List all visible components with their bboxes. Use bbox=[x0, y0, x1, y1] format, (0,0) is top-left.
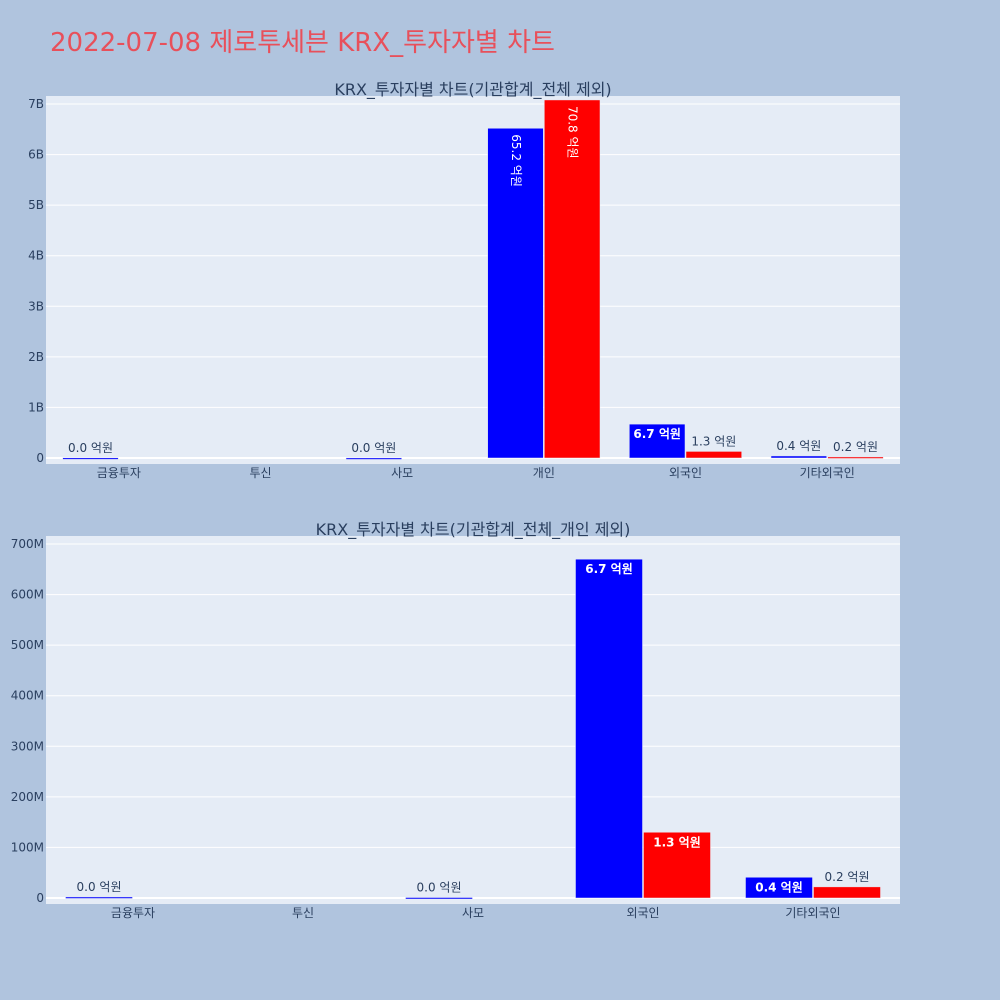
bar bbox=[770, 455, 827, 459]
bar bbox=[405, 897, 473, 900]
data-label: 0.2 억원 bbox=[833, 440, 878, 454]
data-label: 1.3 억원 bbox=[653, 835, 701, 849]
x-tick-label: 사모 bbox=[391, 466, 413, 480]
plot-background bbox=[46, 536, 900, 904]
y-tick-label: 400M bbox=[11, 689, 44, 703]
data-label: 0.4 억원 bbox=[755, 880, 803, 894]
y-tick-label: 700M bbox=[11, 537, 44, 551]
data-label: 65.2 억원 bbox=[509, 134, 523, 187]
x-tick-label: 외국인 bbox=[626, 906, 659, 920]
chart-title: KRX_투자자별 차트(기관합계_전체_개인 제외) bbox=[316, 520, 631, 540]
bar bbox=[643, 832, 711, 899]
bar bbox=[65, 896, 133, 899]
y-tick-label: 300M bbox=[11, 739, 44, 753]
y-tick-label: 4B bbox=[28, 249, 44, 263]
bar bbox=[813, 886, 881, 899]
y-tick-label: 5B bbox=[28, 198, 44, 212]
data-label: 6.7 억원 bbox=[585, 562, 633, 576]
x-tick-label: 기타외국인 bbox=[785, 906, 840, 920]
data-label: 0.0 억원 bbox=[77, 880, 122, 894]
data-label: 0.0 억원 bbox=[351, 441, 396, 455]
x-tick-label: 금융투자 bbox=[111, 906, 155, 920]
bar bbox=[685, 451, 742, 459]
y-tick-label: 7B bbox=[28, 97, 44, 111]
data-label: 0.2 억원 bbox=[825, 870, 870, 884]
x-tick-label: 금융투자 bbox=[97, 466, 141, 480]
y-tick-label: 1B bbox=[28, 400, 44, 414]
y-tick-label: 100M bbox=[11, 840, 44, 854]
x-tick-label: 투신 bbox=[292, 906, 314, 920]
chart-1: 0 1B 2B 3B 4B 5B 6B 7B KRX_투자자별 차트(기관합계_전체 제외) 금융… bbox=[28, 80, 900, 480]
y-tick-label: 0 bbox=[36, 891, 44, 905]
x-tick-label: 기타외국인 bbox=[800, 466, 855, 480]
y-tick-label: 600M bbox=[11, 588, 44, 602]
y-tick-label: 3B bbox=[28, 299, 44, 313]
data-label: 70.8 억원 bbox=[566, 106, 580, 159]
data-label: 0.0 억원 bbox=[417, 880, 462, 894]
plot-background bbox=[46, 96, 900, 464]
x-tick-label: 사모 bbox=[462, 906, 484, 920]
y-tick-label: 0 bbox=[36, 451, 44, 465]
x-tick-label: 외국인 bbox=[669, 466, 702, 480]
y-tick-label: 2B bbox=[28, 350, 44, 364]
x-tick-label: 개인 bbox=[533, 466, 555, 480]
bar bbox=[544, 99, 601, 459]
data-label: 6.7 억원 bbox=[633, 427, 681, 441]
data-label: 0.0 억원 bbox=[68, 441, 113, 455]
y-tick-label: 200M bbox=[11, 790, 44, 804]
bar bbox=[575, 558, 643, 899]
bar bbox=[487, 128, 544, 459]
y-tick-label: 6B bbox=[28, 148, 44, 162]
bar bbox=[345, 457, 402, 460]
data-label: 0.4 억원 bbox=[776, 439, 821, 453]
bar bbox=[629, 423, 686, 459]
data-label: 1.3 억원 bbox=[691, 434, 736, 448]
y-tick-label: 500M bbox=[11, 638, 44, 652]
chart-2: 0 100M 200M 300M 400M 500M 600M 700M KRX_투자자별 차트… bbox=[11, 520, 900, 920]
bar bbox=[62, 457, 119, 460]
x-tick-label: 투신 bbox=[249, 466, 271, 480]
chart-title: KRX_투자자별 차트(기관합계_전체 제외) bbox=[334, 80, 611, 100]
page-title: 2022-07-08 제로투세븐 KRX_투자자별 차트 bbox=[50, 28, 555, 58]
bar bbox=[745, 877, 813, 899]
bar bbox=[827, 456, 884, 459]
